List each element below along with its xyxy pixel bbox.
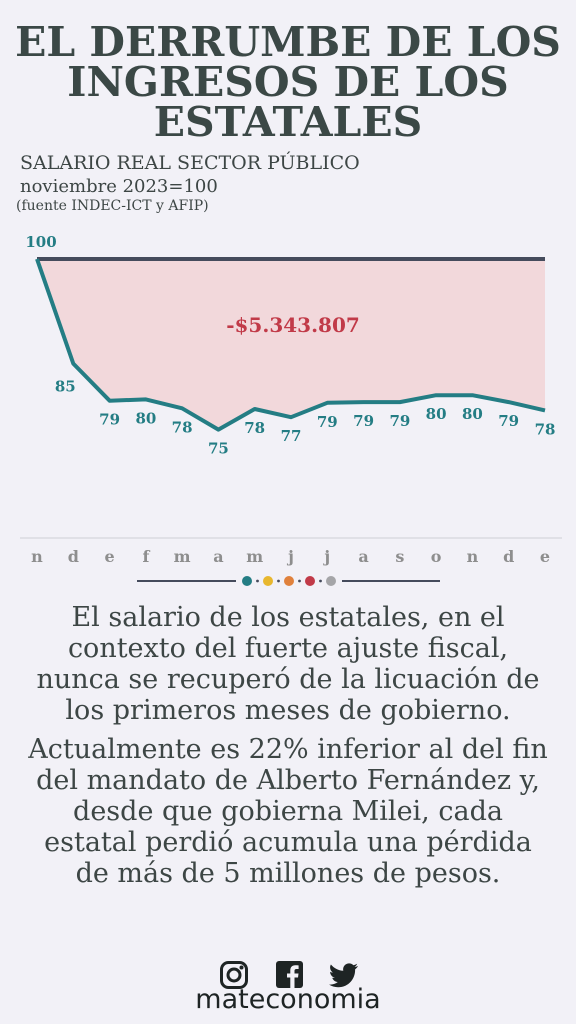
brand-name: mateconomia xyxy=(195,984,381,1015)
divider-dot xyxy=(305,576,315,586)
x-tick-label: s xyxy=(395,547,404,566)
title-line-3: ESTATALES xyxy=(153,98,423,146)
data-label: 80 xyxy=(462,405,483,423)
instagram-icon[interactable] xyxy=(220,961,248,989)
data-label: 79 xyxy=(389,412,410,430)
x-tick-label: f xyxy=(142,547,150,566)
loss-annotation: -$5.343.807 xyxy=(226,313,360,337)
divider-small-dot xyxy=(256,579,259,583)
divider-dot xyxy=(263,576,273,586)
divider-dot xyxy=(242,576,252,586)
source-note: (fuente INDEC-ICT y AFIP) xyxy=(16,198,209,214)
data-label: 79 xyxy=(498,412,519,430)
title-line-1: EL DERRUMBE DE LOS xyxy=(15,18,561,66)
divider-dot xyxy=(284,576,294,586)
data-label: 79 xyxy=(99,411,120,429)
paragraph-1: El salario de los estatales, en el conte… xyxy=(36,602,540,726)
x-tick-label: e xyxy=(105,547,115,566)
divider-small-dot xyxy=(298,579,301,583)
series-line xyxy=(35,258,546,432)
salary-line-chart: -$5.343.807 100 85 79 80 78 75 78 77 79 79 79 80 80 7… xyxy=(20,233,562,586)
x-tick-label: e xyxy=(540,547,550,566)
data-label: 80 xyxy=(135,409,156,427)
x-tick-label: a xyxy=(358,547,368,566)
x-tick-label: j xyxy=(286,547,294,566)
divider-dot xyxy=(326,576,336,586)
data-label: 78 xyxy=(535,420,556,438)
loss-area xyxy=(37,259,545,430)
social-links xyxy=(220,961,358,989)
x-tick-label: n xyxy=(31,547,43,566)
x-tick-label: j xyxy=(322,547,330,566)
x-tick-label: m xyxy=(246,547,263,566)
x-tick-label: m xyxy=(174,547,191,566)
x-tick-label: a xyxy=(213,547,223,566)
x-tick-label: d xyxy=(503,547,514,566)
x-tick-label: d xyxy=(68,547,79,566)
data-label: 79 xyxy=(317,413,338,431)
title-line-2: INGRESOS DE LOS xyxy=(67,58,509,106)
paragraph-2: Actualmente es 22% inferior al del fin d… xyxy=(28,734,548,889)
data-label: 78 xyxy=(244,419,265,437)
data-label: 79 xyxy=(353,412,374,430)
divider-small-dot xyxy=(277,579,280,583)
page-title: EL DERRUMBE DE LOS INGRESOS DE LOS ESTAT… xyxy=(0,18,576,146)
data-label: 80 xyxy=(426,405,447,423)
divider-small-dot xyxy=(319,579,322,583)
chart-subtitle: SALARIO REAL SECTOR PÚBLICO xyxy=(20,152,360,174)
x-tick-label: o xyxy=(431,547,442,566)
data-label: 100 xyxy=(25,233,56,251)
facebook-icon[interactable] xyxy=(276,961,303,988)
data-label: 78 xyxy=(172,418,193,436)
data-label: 77 xyxy=(281,427,302,445)
data-label: 85 xyxy=(55,378,76,396)
data-label: 75 xyxy=(208,440,229,458)
base-note: noviembre 2023=100 xyxy=(20,176,218,197)
twitter-icon[interactable] xyxy=(328,963,358,988)
x-tick-label: n xyxy=(467,547,479,566)
